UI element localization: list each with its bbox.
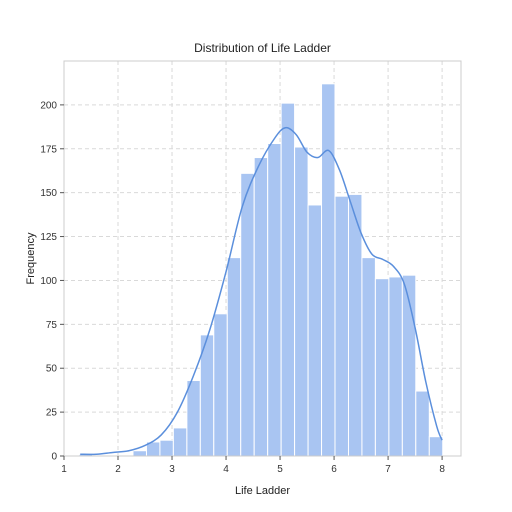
histogram-bar bbox=[159, 439, 174, 457]
histogram-bar bbox=[226, 257, 242, 457]
histogram-bar bbox=[361, 257, 376, 457]
plot-frame bbox=[63, 60, 462, 457]
x-axis-title: Life Ladder bbox=[235, 485, 290, 497]
y-tick-label: 100 bbox=[40, 276, 57, 287]
histogram-bar bbox=[428, 436, 444, 457]
histogram-bar bbox=[186, 380, 201, 457]
x-tick-label: 7 bbox=[385, 464, 391, 475]
histogram-bars bbox=[78, 83, 444, 457]
y-axis-title: Frequency bbox=[25, 232, 37, 284]
histogram-bar bbox=[253, 157, 269, 457]
histogram-bar bbox=[374, 278, 390, 457]
y-tick-label: 0 bbox=[51, 452, 57, 463]
x-tick-label: 4 bbox=[223, 464, 229, 475]
histogram-bar bbox=[172, 427, 188, 457]
y-tick-label: 50 bbox=[46, 364, 58, 375]
x-tick-label: 8 bbox=[439, 464, 445, 475]
histogram-bar bbox=[213, 313, 228, 457]
y-tick-label: 150 bbox=[40, 188, 57, 199]
histogram-bar bbox=[267, 143, 282, 457]
histogram-bar bbox=[307, 204, 323, 457]
histogram-bar bbox=[347, 193, 363, 457]
x-tick-label: 6 bbox=[331, 464, 337, 475]
histogram-bar bbox=[280, 102, 296, 457]
histogram-bar bbox=[415, 390, 430, 457]
y-tick-label: 200 bbox=[40, 100, 57, 111]
y-tick-label: 25 bbox=[46, 408, 58, 419]
histogram-bar bbox=[334, 195, 349, 457]
x-tick-label: 5 bbox=[277, 464, 283, 475]
x-tick-label: 2 bbox=[115, 464, 121, 475]
histogram-bar bbox=[132, 450, 147, 457]
y-axis-ticks: 0 25 50 75 100 125 150 175 200 bbox=[40, 100, 64, 463]
kde-curve-layer bbox=[80, 126, 443, 456]
y-tick-label: 75 bbox=[46, 320, 58, 331]
x-axis-ticks: 1 2 3 4 5 6 7 8 bbox=[61, 456, 445, 475]
histogram-bar bbox=[240, 172, 255, 457]
chart-title: Distribution of Life Ladder bbox=[194, 41, 331, 55]
kde-curve bbox=[80, 126, 443, 456]
x-tick-label: 1 bbox=[61, 464, 67, 475]
y-tick-label: 175 bbox=[40, 144, 57, 155]
histogram-bar bbox=[294, 146, 309, 457]
y-tick-label: 125 bbox=[40, 232, 57, 243]
histogram-bar bbox=[388, 276, 403, 457]
x-tick-label: 3 bbox=[169, 464, 175, 475]
histogram-bar bbox=[321, 83, 336, 457]
